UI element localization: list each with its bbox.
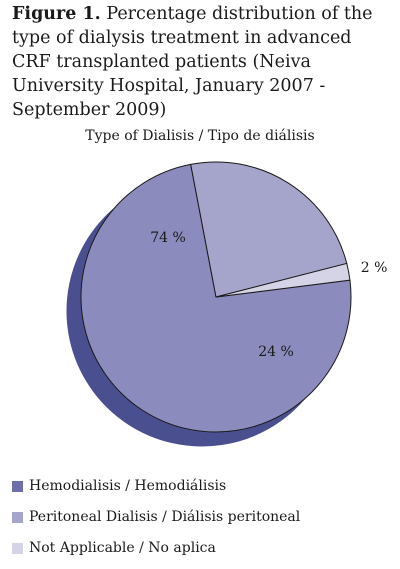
pie-slice	[215, 262, 351, 298]
legend-label: Hemodialisis / Hemodiálisis	[29, 478, 227, 494]
legend-item: Hemodialisis / Hemodiálisis	[12, 476, 392, 496]
legend-item: Peritoneal Dialisis / Diálisis peritonea…	[12, 507, 392, 527]
legend-label: Peritoneal Dialisis / Diálisis peritonea…	[29, 509, 301, 525]
pie-value-label: 74 %	[150, 230, 186, 246]
legend: Hemodialisis / Hemodiálisis Peritoneal Di…	[12, 476, 392, 569]
legend-swatch	[12, 542, 23, 554]
legend-item: Not Applicable / No aplica	[12, 538, 392, 558]
figure-caption-text: Percentage distribution of the type of d…	[12, 4, 373, 120]
legend-swatch	[12, 480, 23, 492]
legend-label: Not Applicable / No aplica	[29, 540, 216, 556]
pie-value-label: 2 %	[361, 260, 388, 276]
pie-chart: 74 % 24 % 2 %	[66, 161, 388, 447]
figure-caption: Figure 1. Percentage distribution of the…	[12, 2, 394, 122]
figure-label: Figure 1.	[12, 4, 101, 24]
pie-slice	[190, 161, 348, 298]
chart-title: Type of Dialisis / Tipo de diálisis	[85, 128, 315, 144]
pie-slice	[80, 163, 352, 433]
legend-swatch	[12, 511, 23, 523]
pie-value-label: 24 %	[258, 344, 294, 360]
